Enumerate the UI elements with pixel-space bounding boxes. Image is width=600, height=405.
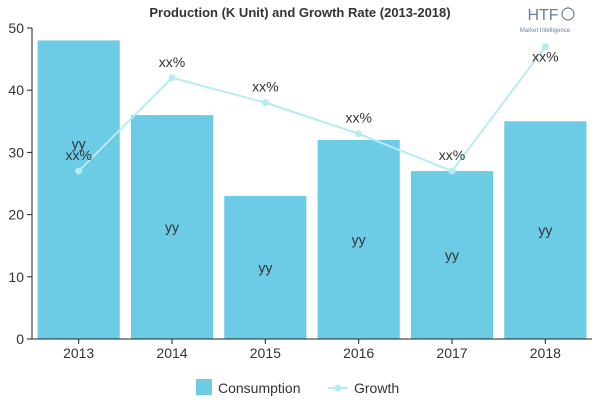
growth-point-2013 (75, 167, 83, 175)
legend-swatch-growth-point (334, 384, 342, 392)
legend-label-consumption: Consumption (218, 380, 301, 396)
bar-2015 (224, 195, 307, 339)
growth-line (77, 46, 547, 173)
growth-data-label-2014: xx% (159, 54, 185, 70)
logo-globe-icon (561, 7, 575, 21)
legend: Consumption Growth (196, 379, 399, 396)
growth-point-2018 (541, 43, 549, 51)
y-tick-label-20: 20 (8, 207, 24, 223)
legend-label-growth: Growth (354, 380, 399, 396)
logo-mark: HTF (527, 7, 558, 24)
bar-data-label-2017: yy (445, 247, 459, 263)
bar-data-label-2016: yy (352, 231, 366, 247)
htf-logo: HTF Market Intelligence (520, 7, 575, 34)
bar-data-label-2014: yy (165, 219, 179, 235)
bars-layer (37, 40, 587, 339)
growth-point-2015 (261, 99, 269, 107)
y-tick-label-40: 40 (8, 82, 24, 98)
y-tick-label-0: 0 (16, 331, 24, 347)
growth-data-label-2015: xx% (252, 79, 278, 95)
line-layer (75, 43, 549, 175)
bar-2017 (410, 171, 494, 339)
axes-layer: 0 10 20 30 40 50 2013 2014 2015 2016 2017 2018 (8, 20, 592, 361)
bar-data-label-2018: yy (538, 222, 552, 238)
growth-point-2017 (448, 167, 456, 175)
growth-data-label-2017: xx% (439, 147, 465, 163)
bar-2013 (37, 40, 120, 339)
y-tick-label-50: 50 (8, 20, 24, 36)
x-tick-label-2018: 2018 (530, 345, 561, 361)
y-tick-label-10: 10 (8, 269, 24, 285)
x-tick-label-2013: 2013 (63, 345, 94, 361)
growth-point-2014 (168, 74, 176, 82)
growth-point-2016 (355, 130, 363, 138)
chart-title: Production (K Unit) and Growth Rate (201… (149, 5, 450, 20)
x-tick-label-2017: 2017 (436, 345, 467, 361)
legend-swatch-consumption (196, 379, 212, 395)
x-tick-label-2014: 2014 (156, 345, 187, 361)
bar-2014 (130, 115, 214, 339)
growth-data-label-2016: xx% (345, 110, 371, 126)
x-tick-label-2016: 2016 (343, 345, 374, 361)
logo-tagline: Market Intelligence (520, 28, 571, 34)
bar-2016 (317, 139, 400, 339)
bar-data-label-2015: yy (258, 259, 272, 275)
bar-2018 (504, 121, 587, 339)
y-tick-label-30: 30 (8, 144, 24, 160)
x-tick-label-2015: 2015 (250, 345, 281, 361)
bar-data-label-2013: yy (72, 136, 86, 152)
growth-data-label-2018: xx% (532, 49, 558, 65)
growth-data-label-2013: xx% (65, 147, 91, 163)
